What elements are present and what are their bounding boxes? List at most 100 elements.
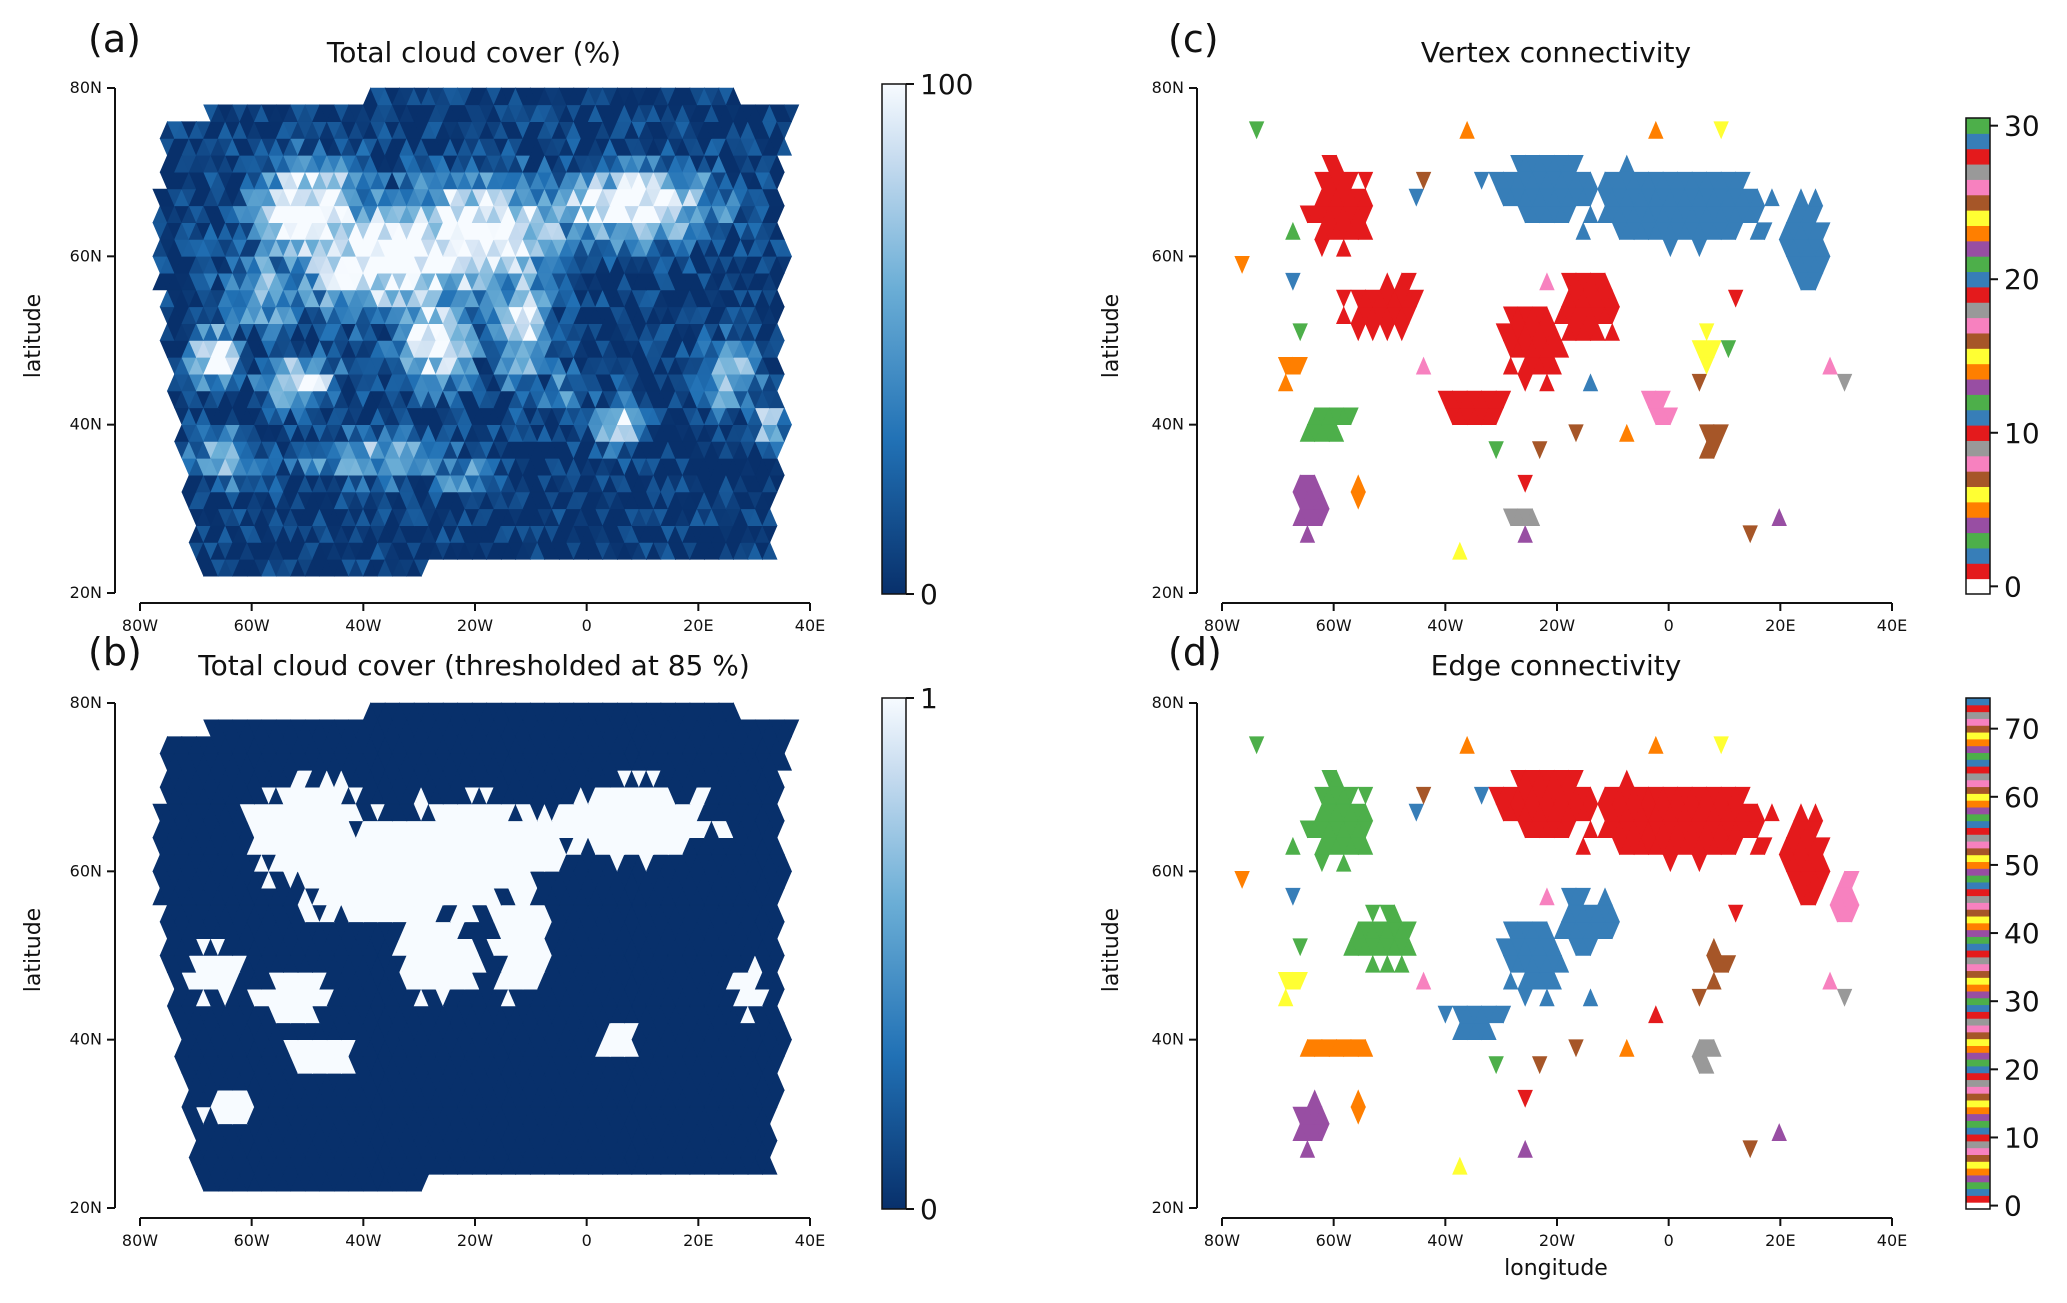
grid-cell [762, 1123, 778, 1141]
grid-cell [769, 322, 785, 341]
x-tick-label: 60W [234, 616, 270, 635]
grid-cell [1299, 524, 1316, 543]
grid-cell [769, 1005, 785, 1024]
y-axis-label-a: latitude [21, 294, 46, 378]
colorbar-tick-label: 0 [920, 578, 938, 611]
grid-cell [1350, 474, 1366, 493]
panel-c: (c) Vertex connectivity latitude 80W 60W 4… [1099, 17, 2040, 635]
chart-title-c: Vertex connectivity [1421, 36, 1691, 69]
colorbar-gradient [881, 697, 907, 1210]
grid-cell [1285, 272, 1301, 291]
grid-cell [769, 188, 785, 207]
grid-cell [1415, 356, 1432, 375]
grid-cell [1285, 221, 1301, 240]
grid-cell [1698, 323, 1715, 342]
x-tick-label: 40E [795, 616, 825, 635]
grid-cell [1314, 239, 1330, 258]
grid-cell [1452, 541, 1468, 560]
grid-cell [769, 904, 785, 923]
panel-label-c: (c) [1168, 17, 1219, 61]
x-tick-label: 80W [122, 616, 158, 635]
x-tick-label: 40E [795, 1231, 825, 1250]
grid-cell [1575, 221, 1591, 240]
y-tick-label: 80N [70, 693, 102, 712]
colorbar-b: 01 [881, 682, 938, 1226]
grid-cell [769, 356, 785, 375]
grid-cell [1350, 491, 1366, 510]
grid-cell [1720, 340, 1737, 359]
grid-cell [1292, 323, 1308, 342]
x-tick-label: 20W [457, 616, 493, 635]
y-axis-label-c: latitude [1099, 294, 1124, 378]
x-tick-label: 0 [582, 616, 592, 635]
y-tick-label: 60N [70, 861, 102, 880]
x-tick-label: 20E [683, 1231, 713, 1250]
grid-cell [1771, 508, 1787, 526]
grid-cell [1619, 423, 1635, 442]
y-axis-label-b: latitude [21, 908, 46, 992]
grid-cell [769, 457, 785, 476]
grid-cell [1517, 373, 1533, 392]
grid-cell [1379, 323, 1395, 342]
grid-cell [1691, 373, 1708, 392]
grid-cell [1836, 373, 1853, 392]
grid-cell [1582, 373, 1599, 392]
grid-cell [1662, 239, 1679, 258]
colorbar-tick-label: 0 [920, 1193, 938, 1226]
x-tick-label: 0 [582, 1231, 592, 1250]
panel-a: (a) Total cloud cover (%) latitude 80W 60… [21, 17, 973, 635]
panel-label-b: (b) [88, 630, 142, 674]
x-tick-label: 40W [345, 1231, 381, 1250]
grid-cell [1234, 256, 1250, 274]
x-tick-label: 20E [683, 616, 713, 635]
colorbar-a: 0 100 [881, 68, 973, 611]
grid-cell [1517, 524, 1533, 543]
grid-cell [1822, 356, 1838, 375]
grid-cell [762, 1156, 778, 1175]
chart-title-b: Total cloud cover (thresholded at 85 %) [197, 649, 750, 682]
grid-cell [1336, 306, 1352, 324]
colorbar-gradient [881, 83, 907, 595]
grid-cell [776, 407, 793, 425]
grid-cell [769, 154, 785, 173]
y-tick-label: 80N [70, 78, 102, 97]
map-a [152, 87, 800, 577]
y-tick-label: 40N [70, 415, 102, 434]
map-b [152, 702, 800, 1192]
y-tick-label: 20N [70, 1198, 102, 1217]
grid-cell [1277, 373, 1294, 392]
grid-cell [1517, 474, 1533, 493]
grid-cell [1365, 323, 1381, 342]
grid-cell [776, 137, 793, 156]
grid-cell [1502, 356, 1519, 375]
grid-cell [1727, 289, 1744, 308]
colorbar-tick-label: 1 [920, 682, 938, 715]
colorbar-tick-label: 100 [920, 68, 973, 101]
grid-cell [1698, 357, 1715, 375]
grid-cell [1539, 272, 1555, 291]
grid-cell [1568, 424, 1584, 443]
y-tick-label: 40N [70, 1030, 102, 1049]
grid-cell [1531, 441, 1548, 460]
grid-cell [1379, 272, 1395, 291]
grid-cell [769, 289, 785, 308]
grid-cell [1488, 441, 1504, 460]
x-tick-label: 20W [457, 1231, 493, 1250]
y-tick-label: 20N [70, 583, 102, 602]
x-tick-label: 40W [345, 616, 381, 635]
grid-cell [1691, 239, 1708, 258]
panel-b: (b) Total cloud cover (thresholded at 85… [21, 630, 938, 1250]
x-tick-label: 60W [234, 1231, 270, 1250]
grid-cell [776, 1022, 793, 1040]
grid-cell [1539, 373, 1555, 392]
grid-cell [769, 937, 785, 956]
panel-label-a: (a) [88, 17, 141, 61]
grid-cell [762, 541, 778, 560]
grid-cell [783, 104, 800, 123]
grid-cell [1350, 323, 1366, 342]
grid-cell [769, 221, 785, 240]
grid-cell [1336, 289, 1352, 308]
grid-cell [1604, 322, 1620, 341]
